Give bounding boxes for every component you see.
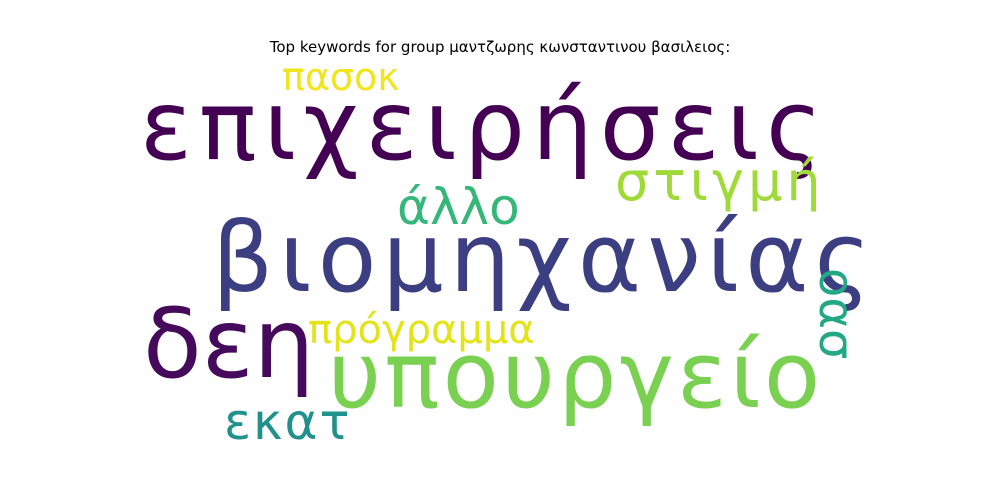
word-oas: οασ bbox=[808, 268, 864, 360]
word-stigmi: στιγμή bbox=[615, 150, 825, 213]
word-programma: πρόγραμμα bbox=[308, 307, 535, 353]
word-viomixanias: βιομηχανίας bbox=[212, 202, 877, 314]
word-pasok: πασοκ bbox=[282, 55, 400, 99]
word-allo: άλλο bbox=[397, 178, 520, 236]
word-ekat: εκατ bbox=[224, 393, 352, 451]
chart-title: Top keywords for group μαντζωρης κωνσταν… bbox=[269, 38, 731, 56]
word-ypourgeio: υπουργείο bbox=[328, 322, 824, 429]
word-den: δεη bbox=[143, 288, 315, 400]
word-epixeiriseis: επιχειρήσεις bbox=[140, 70, 830, 182]
